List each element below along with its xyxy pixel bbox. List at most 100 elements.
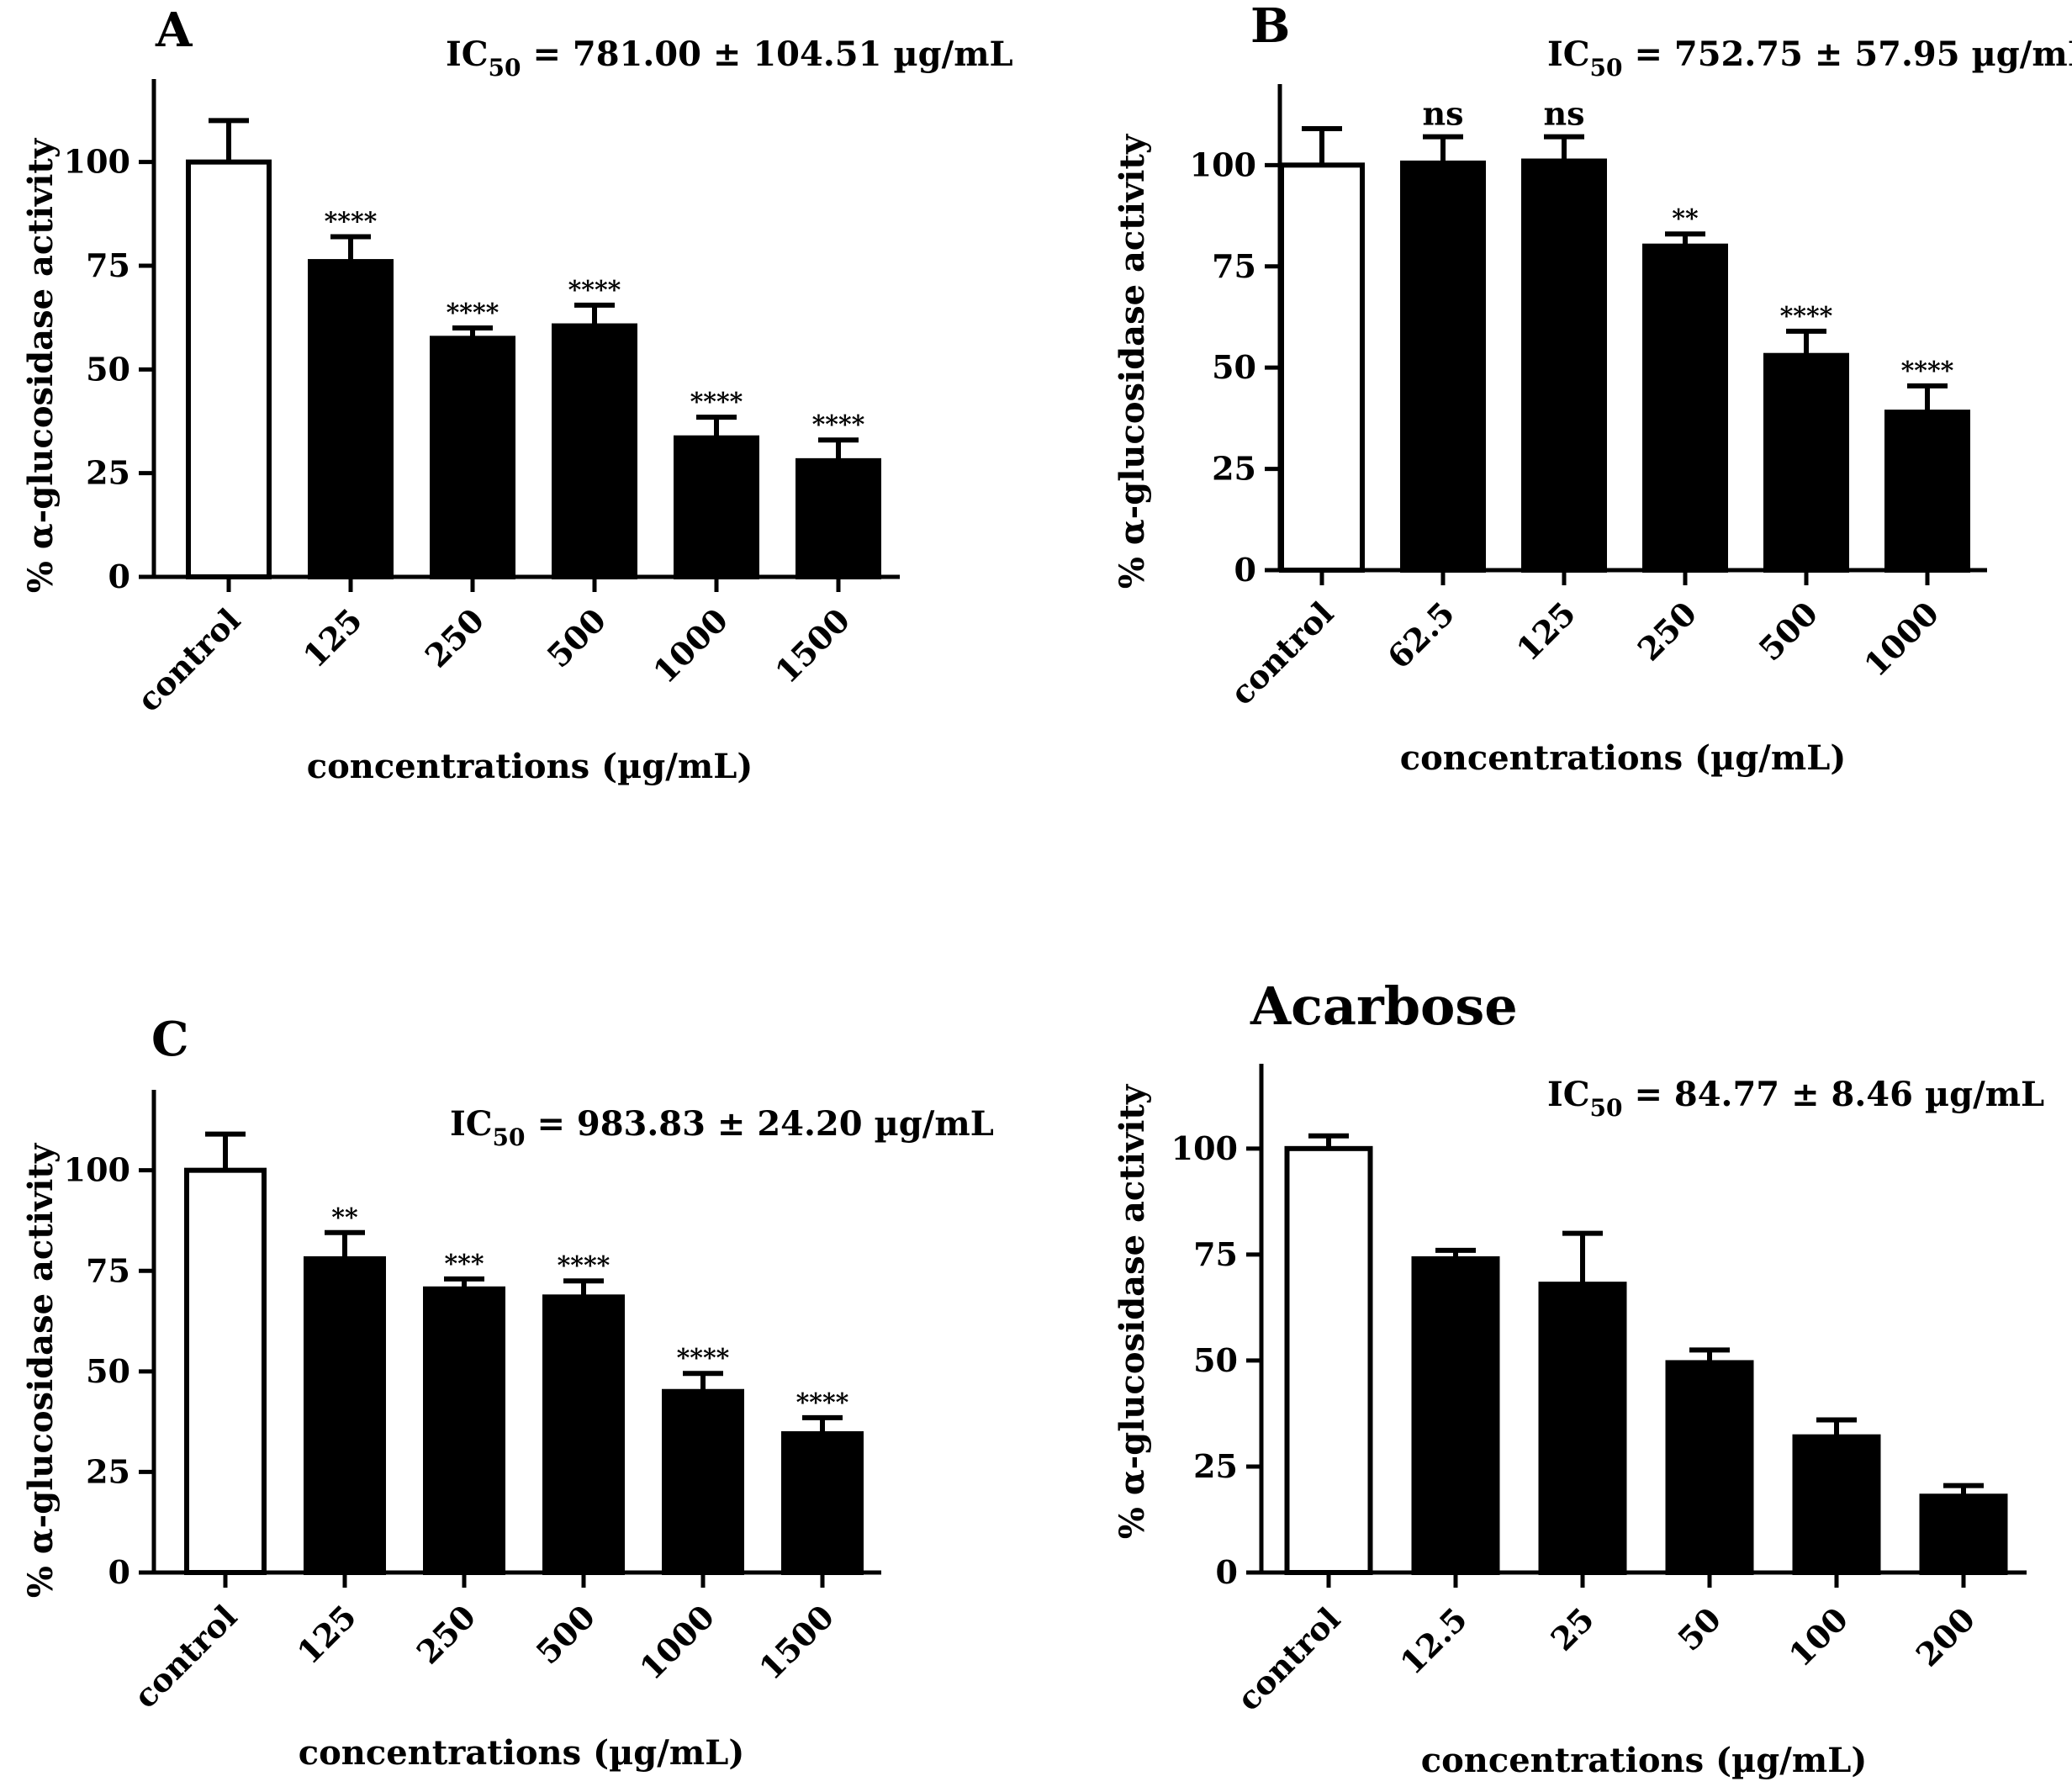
panel-acarbose-ytick-label: 0 [1216, 1553, 1238, 1591]
panel-c-xtick-label: 500 [528, 1598, 602, 1672]
panel-a-ic50-prefix: IC [446, 34, 489, 74]
panel-b-bar [1884, 410, 1970, 573]
panel-b-ytick-label: 25 [1212, 450, 1256, 488]
panel-a-label: A [155, 3, 193, 58]
panel-b-ic50: IC50 = 752.75 ± 57.95 µg/mL [1547, 34, 2072, 82]
panel-acarbose-ytick-label: 50 [1193, 1341, 1238, 1379]
panel-c-xtick-label: control [126, 1598, 244, 1715]
panel-c-significance-label: **** [677, 1344, 730, 1373]
panel-b-xtick-label: control [1223, 595, 1340, 712]
panel-a-bar [674, 435, 759, 579]
panel-b-ytick-label: 50 [1212, 348, 1256, 386]
panel-acarbose-bar [1284, 1145, 1373, 1576]
panel-a-ytick-label: 100 [64, 143, 130, 181]
panel-a-ytick-label: 50 [86, 350, 130, 388]
panel-a-plot: 0 25 50 75 100 control **** 125 **** 250 **** 500 **… [64, 79, 900, 719]
panel-c-label: C [151, 1012, 189, 1067]
panel-acarbose-xtick-label: control [1229, 1600, 1347, 1718]
panel-a-ytick-label: 75 [86, 246, 130, 284]
panel-acarbose-xtick-label: 12.5 [1393, 1600, 1474, 1682]
panel-acarbose-plot: 0 25 50 75 100 control 12.5 25 50 100 200 [1171, 1064, 2027, 1718]
panel-a-ytick-label: 0 [108, 558, 130, 595]
panel-c-ytick-label: 100 [64, 1151, 130, 1189]
panel-acarbose-bar [1411, 1255, 1500, 1575]
panel-a-significance-label: **** [812, 410, 865, 440]
panel-c-xtick-label: 125 [289, 1598, 363, 1672]
panel-acarbose-ic50-sub: 50 [1590, 1094, 1623, 1122]
panel-b-significance-label: ns [1543, 95, 1584, 133]
panel-a-significance-label: **** [690, 388, 743, 417]
panel-b-bar [1400, 160, 1486, 574]
panel-acarbose-ytick-label: 100 [1171, 1129, 1238, 1167]
panel-c-bar [423, 1286, 505, 1576]
panel-a-ic50-sub: 50 [489, 54, 521, 82]
panel-c-significance-label: *** [444, 1250, 484, 1279]
panel-a-xtick-label: control [130, 601, 247, 719]
panel-c-ytick-label: 0 [108, 1553, 130, 1591]
panel-c-ic50-sub: 50 [493, 1123, 526, 1151]
panel-acarbose-xlabel: concentrations (µg/mL) [1421, 1741, 1868, 1780]
panel-acarbose-ylabel: % α-glucosidase activity [1113, 1083, 1152, 1539]
panel-a-xtick-label: 500 [539, 601, 613, 675]
panel-acarbose-xtick-label: 50 [1670, 1600, 1728, 1658]
panel-a-ic50: IC50 = 781.00 ± 104.51 µg/mL [446, 34, 1013, 82]
panel-c-ic50: IC50 = 983.83 ± 24.20 µg/mL [450, 1104, 994, 1151]
panel-b-significance-label: ** [1672, 204, 1699, 234]
panel-b-xlabel: concentrations (µg/mL) [1400, 738, 1847, 778]
panel-b-label: B [1250, 0, 1290, 54]
panel-acarbose-bar [1792, 1434, 1881, 1575]
panel-c-xtick-label: 1500 [752, 1598, 842, 1688]
panel-c-xtick-label: 250 [409, 1598, 483, 1672]
panel-c-significance-label: ** [331, 1203, 358, 1233]
panel-b-bar [1763, 352, 1849, 574]
panel-a-xtick-label: 250 [417, 601, 491, 675]
panel-a-ytick-label: 25 [86, 454, 130, 492]
panel-a-significance-label: **** [447, 299, 500, 328]
panel-a-xlabel: concentrations (µg/mL) [307, 747, 753, 786]
panel-b-ylabel: % α-glucosidase activity [1113, 133, 1152, 589]
panel-acarbose-bar [1919, 1493, 2008, 1575]
panel-c-ytick-label: 25 [86, 1452, 130, 1490]
panel-b-bar [1521, 158, 1607, 573]
panel-acarbose-ic50-value: = 84.77 ± 8.46 µg/mL [1623, 1075, 2045, 1114]
panel-acarbose-xtick-label: 100 [1781, 1600, 1855, 1674]
panel-b-ic50-value: = 752.75 ± 57.95 µg/mL [1623, 34, 2072, 74]
panel-b-significance-label: **** [1780, 302, 1833, 331]
panel-a-ylabel: % α-glucosidase activity [21, 137, 61, 593]
panel-b-ytick-label: 100 [1190, 145, 1256, 183]
panel-a-significance-label: **** [568, 276, 621, 305]
panel-c-bar [542, 1294, 625, 1575]
panel-c-plot: 0 25 50 75 100 control ** 125 *** 250 **** 500 **** 1… [64, 1090, 881, 1715]
panel-c-bar [662, 1388, 744, 1575]
panel-c-bar [781, 1430, 864, 1575]
panel-b-xtick-label: 62.5 [1380, 595, 1462, 676]
panel-c-xlabel: concentrations (µg/mL) [299, 1733, 745, 1773]
panel-b-ytick-label: 0 [1234, 551, 1256, 589]
panel-c-ic50-prefix: IC [450, 1104, 493, 1144]
panel-b-ic50-sub: 50 [1590, 54, 1623, 82]
panel-b-ytick-label: 75 [1212, 247, 1256, 285]
panel-c-bar [304, 1255, 386, 1576]
panel-c-bar [184, 1167, 267, 1575]
panel-acarbose-bar [1665, 1360, 1754, 1575]
panel-c-ic50-value: = 983.83 ± 24.20 µg/mL [526, 1104, 994, 1144]
panel-b-ic50-prefix: IC [1547, 34, 1590, 74]
panel-acarbose-title: Acarbose [1250, 975, 1518, 1037]
panel-b-xtick-label: 500 [1751, 595, 1825, 669]
panel-b-significance-label: ns [1422, 95, 1463, 133]
panel-a-bar [430, 336, 515, 579]
panel-b-plot: 0 25 50 75 100 control ns 62.5 ns 125 ** 250 **** 500… [1190, 84, 1987, 712]
panel-acarbose-bar [1538, 1282, 1627, 1575]
panel-c-xtick-label: 1000 [632, 1598, 722, 1688]
panel-a: A IC50 = 781.00 ± 104.51 µg/mL concentra… [21, 3, 1013, 786]
panel-b-significance-label: **** [1901, 357, 1954, 386]
panel-acarbose-ytick-label: 75 [1193, 1235, 1238, 1273]
panel-a-xtick-label: 1000 [646, 601, 736, 691]
panel-c-significance-label: **** [796, 1388, 849, 1418]
panel-a-bar [186, 159, 272, 580]
panel-b-xtick-label: 250 [1630, 595, 1704, 669]
panel-b-xtick-label: 125 [1509, 595, 1583, 669]
panel-b-bar [1279, 162, 1365, 573]
panel-b-bar [1642, 243, 1728, 573]
